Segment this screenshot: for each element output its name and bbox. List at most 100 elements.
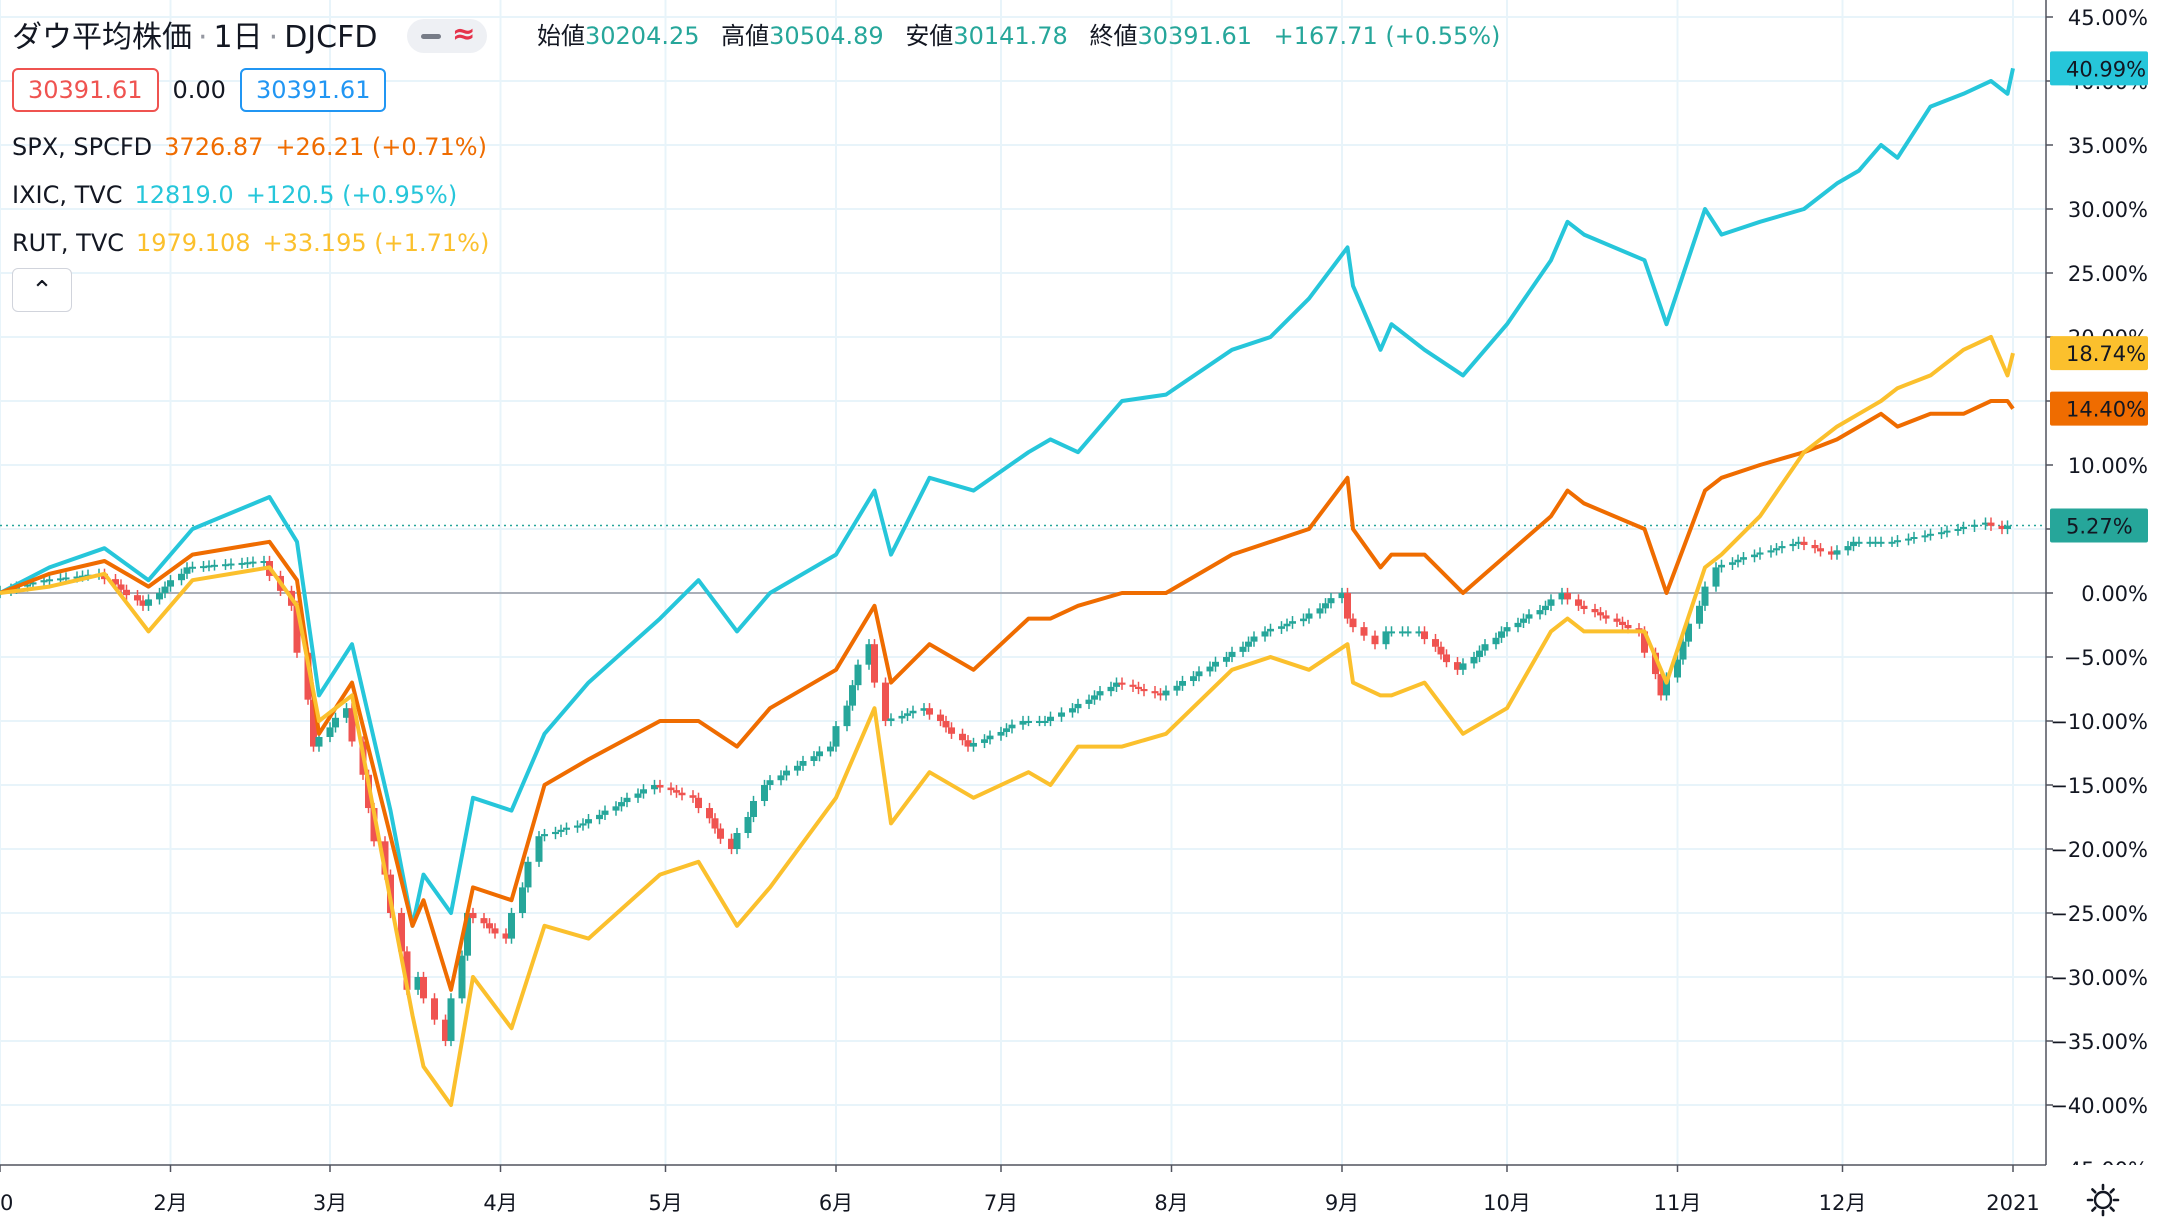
candle-body	[1404, 631, 1412, 634]
candle-body	[1151, 691, 1159, 694]
candle-body	[799, 761, 807, 766]
candle-body	[1454, 662, 1461, 670]
candle-body	[1850, 541, 1857, 547]
candle-body	[1542, 605, 1549, 611]
x-tick-label: 2月	[153, 1191, 187, 1215]
candle-body	[1041, 721, 1049, 723]
candle-body	[1828, 551, 1835, 555]
legend-item-spx[interactable]: SPX, SPCFD 3726.87 +26.21 (+0.71%)	[12, 133, 487, 161]
time-scale[interactable]: 20 2月 3月 4月 5月 6月 7月 8月 9月 10月 11月 12月 2021	[0, 1164, 2158, 1224]
candle-body	[1844, 546, 1852, 551]
candle-body	[2004, 525, 2011, 529]
legend-item-rut[interactable]: RUT, TVC 1979.108 +33.195 (+1.71%)	[12, 229, 489, 257]
candle-body	[1382, 631, 1390, 645]
candle-body	[1388, 631, 1395, 634]
candle-body	[1113, 682, 1120, 687]
gear-icon[interactable]	[2086, 1183, 2120, 1217]
interval[interactable]: 1日	[213, 20, 263, 55]
candle-body	[1580, 605, 1588, 609]
sell-button[interactable]: 30391.61	[12, 68, 159, 112]
candle-body	[62, 577, 70, 580]
candle-body	[161, 586, 169, 593]
candle-body	[431, 998, 438, 1020]
candle-body	[1685, 623, 1692, 642]
candle-body	[871, 644, 878, 683]
candle-body	[79, 575, 86, 578]
candle-body	[123, 589, 130, 596]
candle-body	[1674, 659, 1681, 678]
legend-price: 3726.87	[164, 133, 264, 161]
low-label: 安値	[905, 22, 954, 50]
buy-button[interactable]: 30391.61	[239, 68, 387, 112]
candle-body	[1564, 593, 1571, 600]
candle-body	[1597, 612, 1604, 616]
candle-body	[1800, 541, 1808, 545]
price-scale-bg	[2046, 0, 2158, 1165]
candle-body	[1833, 550, 1841, 555]
candle-body	[1520, 618, 1527, 623]
candle-body	[882, 682, 889, 721]
x-tick-label: 12月	[1819, 1191, 1867, 1215]
candle-body	[898, 715, 906, 719]
high-label: 高値	[721, 22, 770, 50]
candle-body	[783, 770, 790, 776]
candle-body	[541, 834, 548, 837]
candle-body	[1910, 537, 1918, 539]
y-tick-label: 30.00%	[2068, 198, 2148, 222]
candle-body	[1696, 605, 1703, 624]
candle-body	[381, 841, 389, 875]
candle-body	[420, 977, 427, 999]
high-value: 30504.89	[769, 22, 884, 50]
legend-item-ixic[interactable]: IXIC, TVC 12819.0 +120.5 (+0.95%)	[12, 181, 457, 209]
y-tick-label: −30.00%	[2050, 966, 2148, 990]
candle-body	[1019, 721, 1027, 725]
candle-body	[491, 928, 499, 934]
chevron-up-icon: ⌃	[31, 276, 53, 306]
candle-body	[398, 913, 405, 952]
candle-body	[1773, 548, 1780, 551]
candle-body	[1250, 636, 1258, 642]
open-value: 30204.25	[585, 22, 700, 50]
candle-body	[183, 567, 191, 574]
candle-body	[1652, 652, 1659, 675]
candle-body	[777, 775, 785, 781]
candle-body	[1415, 631, 1423, 634]
candle-body	[1135, 686, 1142, 689]
candle-body	[728, 838, 735, 849]
candle-body	[1179, 681, 1186, 686]
chart-header: ダウ平均株価 · 1日 · DJCFD ≈	[12, 12, 487, 56]
candle-body	[1003, 728, 1010, 732]
series-style-toggle[interactable]: ≈	[407, 17, 487, 53]
candle-body	[1267, 628, 1274, 632]
symbol-name[interactable]: ダウ平均株価	[12, 20, 192, 55]
candle-body	[1503, 627, 1511, 632]
candle-body	[706, 808, 713, 819]
x-tick-label: 8月	[1154, 1191, 1188, 1215]
last-value-badges: 40.99% 14.40% 18.74% 5.27%	[2050, 51, 2148, 543]
price-scale[interactable]: 45.00%40.00%35.00%30.00%25.00%20.00%15.0…	[2045, 0, 2158, 1224]
candle-body	[1228, 651, 1236, 657]
candle-body	[585, 819, 592, 824]
series-line	[0, 335, 2015, 1107]
candle-body	[1344, 593, 1351, 619]
candle-body	[1481, 644, 1489, 651]
candle-body	[1905, 538, 1912, 541]
legend-change: +120.5 (+0.95%)	[245, 181, 458, 209]
last-value-label: 18.74%	[2066, 342, 2146, 366]
candle-body	[40, 580, 48, 583]
candle-body	[909, 710, 917, 714]
candle-body	[640, 789, 647, 794]
collapse-legend-button[interactable]: ⌃	[12, 268, 72, 312]
candle-body	[733, 833, 741, 849]
candle-body	[887, 718, 895, 721]
candle-body	[1498, 631, 1505, 638]
close-value: 30391.61	[1137, 22, 1252, 50]
candle-body	[1987, 522, 1995, 526]
candle-body	[904, 713, 911, 716]
candle-body	[1729, 562, 1736, 565]
candle-body	[1140, 689, 1148, 692]
candle-body	[1663, 677, 1670, 696]
candle-body	[200, 566, 207, 569]
candle-body	[1091, 695, 1098, 700]
